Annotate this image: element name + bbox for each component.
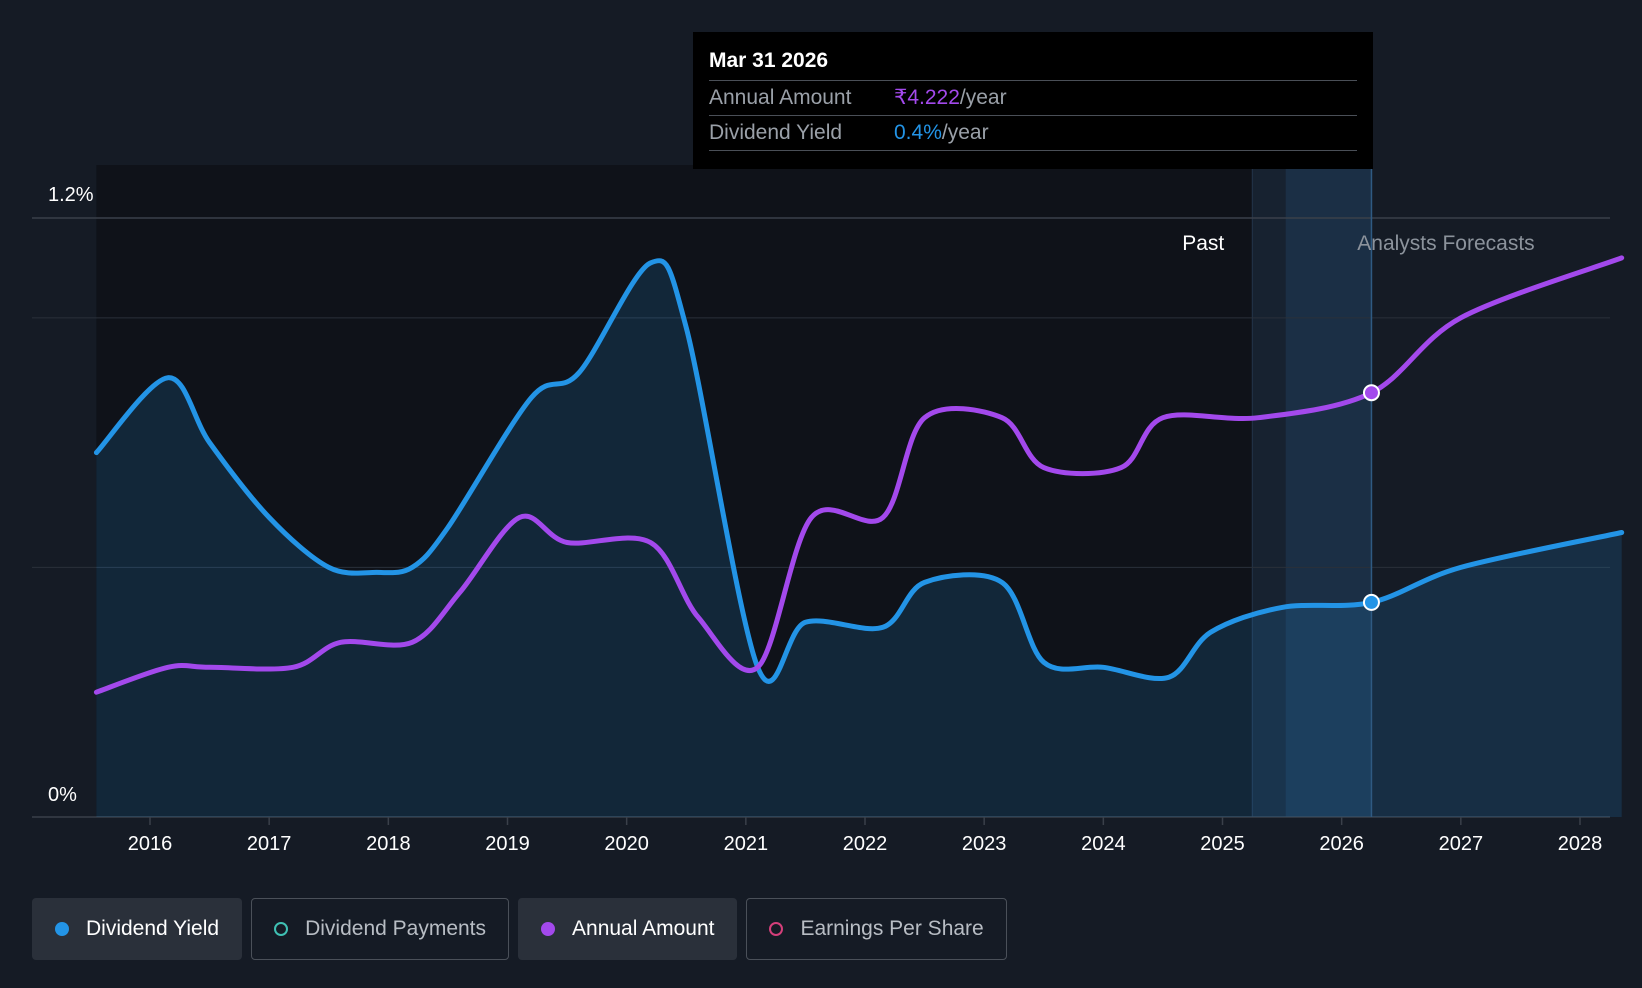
x-tick-label: 2021 (724, 833, 769, 855)
past-region-shade (96, 165, 1253, 817)
dividend-yield-hover-marker (1362, 593, 1380, 611)
x-tick-label: 2028 (1558, 833, 1603, 855)
tooltip-label: Annual Amount (709, 86, 852, 109)
x-tick-label: 2024 (1081, 833, 1126, 855)
x-tick-label: 2022 (843, 833, 888, 855)
x-tick-label: 2023 (962, 833, 1007, 855)
tooltip-value: 0.4% (894, 121, 942, 144)
tooltip-date: Mar 31 2026 (709, 49, 829, 72)
y-axis-min-label: 0% (48, 784, 77, 806)
x-tick-label: 2019 (485, 833, 530, 855)
tooltip-row-annual-amount: Annual Amount ₹4.222/year (709, 80, 1357, 115)
tooltip-unit: /year (941, 121, 989, 144)
tooltip-label: Dividend Yield (709, 121, 843, 144)
dividend-yield-line (93, 258, 1625, 684)
legend-label: Earnings Per Share (800, 917, 984, 940)
x-tick-label: 2020 (604, 833, 649, 855)
x-tick-label: 2026 (1319, 833, 1364, 855)
filled-dot-icon (541, 922, 556, 936)
forecast-gap-shade (1252, 165, 1286, 817)
legend-toggle-dividend-payments[interactable]: Dividend Payments (251, 898, 510, 960)
x-tick-label: 2016 (128, 833, 173, 855)
y-axis-max-label: 1.2% (48, 184, 94, 206)
hollow-dot-icon (274, 922, 289, 936)
x-tick-label: 2018 (366, 833, 411, 855)
x-axis-ticks: 2016 2017 2018 2019 2020 2021 2022 2023 2024 2025… (128, 817, 1603, 855)
series-lines (93, 255, 1625, 695)
chart-tooltip: Mar 31 2026 Annual Amount ₹4.222/year Di… (693, 32, 1373, 169)
hover-markers (1362, 384, 1380, 611)
legend-label: Dividend Payments (305, 917, 487, 940)
legend-label: Dividend Yield (86, 917, 220, 940)
past-region-label: Past (1182, 232, 1224, 255)
chart-legend: Dividend Yield Dividend Payments Annual … (32, 898, 1007, 960)
tooltip-row-dividend-yield: Dividend Yield 0.4%/year (709, 115, 1357, 151)
series-areas (96, 260, 1622, 817)
x-tick-label: 2025 (1200, 833, 1245, 855)
x-tick-label: 2027 (1439, 833, 1484, 855)
hollow-dot-icon (769, 922, 784, 936)
tooltip-unit: /year (959, 86, 1007, 109)
filled-dot-icon (55, 922, 69, 936)
x-tick-label: 2017 (247, 833, 292, 855)
annual-amount-line (93, 255, 1625, 695)
legend-toggle-earnings-per-share[interactable]: Earnings Per Share (746, 898, 1007, 960)
dividend-yield-area (96, 260, 1622, 817)
legend-label: Annual Amount (572, 917, 715, 940)
tooltip-value: ₹4.222 (894, 86, 960, 109)
legend-toggle-annual-amount[interactable]: Annual Amount (518, 898, 738, 960)
gridlines (32, 217, 1610, 818)
forecast-region-shade (1285, 165, 1372, 817)
legend-toggle-dividend-yield[interactable]: Dividend Yield (32, 898, 243, 960)
annual-amount-hover-marker (1362, 384, 1380, 402)
forecast-region-label: Analysts Forecasts (1357, 232, 1534, 255)
